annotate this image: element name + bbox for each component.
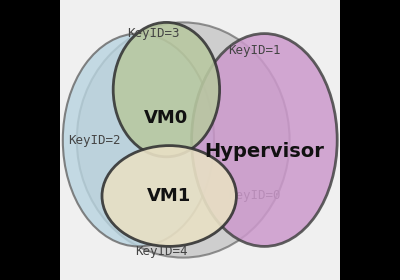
Text: KeyID=2: KeyID=2: [68, 134, 121, 146]
Ellipse shape: [77, 22, 290, 258]
Ellipse shape: [113, 22, 220, 157]
Text: KeyID=4: KeyID=4: [136, 246, 188, 258]
Ellipse shape: [192, 34, 337, 246]
FancyBboxPatch shape: [54, 0, 346, 280]
Text: KeyID=1: KeyID=1: [228, 44, 280, 57]
Text: VM1: VM1: [147, 187, 191, 205]
Text: KeyID=3: KeyID=3: [127, 27, 180, 40]
Ellipse shape: [102, 146, 236, 246]
Ellipse shape: [63, 34, 214, 246]
Text: Hypervisor: Hypervisor: [204, 142, 324, 161]
Text: KeyID=0: KeyID=0: [228, 190, 280, 202]
Text: VM0: VM0: [144, 109, 188, 127]
